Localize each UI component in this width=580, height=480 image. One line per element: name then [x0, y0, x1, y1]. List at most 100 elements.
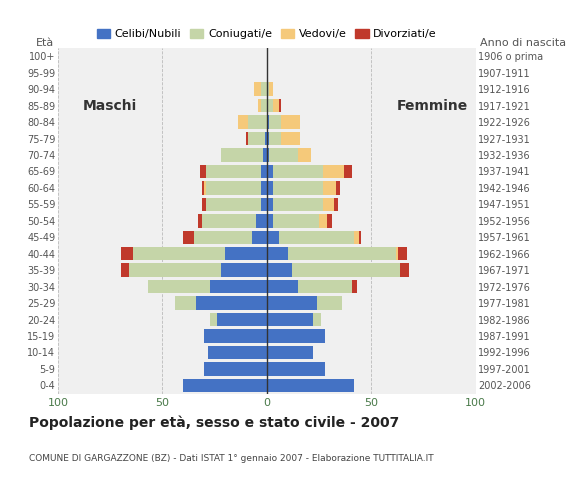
Bar	[323, 165, 344, 178]
Bar	[267, 280, 298, 293]
Bar	[344, 165, 353, 178]
Bar	[273, 181, 323, 194]
Bar	[204, 329, 267, 343]
Bar	[208, 346, 267, 359]
Bar	[248, 115, 267, 129]
Bar	[280, 99, 281, 112]
Bar	[260, 181, 267, 194]
Bar	[204, 181, 206, 194]
Bar	[273, 99, 280, 112]
Bar	[267, 132, 269, 145]
Bar	[256, 214, 267, 228]
Bar	[267, 362, 325, 376]
Bar	[260, 165, 267, 178]
Bar	[281, 115, 300, 129]
Bar	[202, 214, 256, 228]
Bar	[267, 329, 325, 343]
Bar	[267, 198, 273, 211]
Bar	[298, 148, 311, 162]
Bar	[206, 198, 260, 211]
Bar	[267, 346, 313, 359]
Bar	[327, 214, 332, 228]
Text: Popolazione per età, sesso e stato civile - 2007: Popolazione per età, sesso e stato civil…	[29, 416, 399, 430]
Bar	[121, 264, 129, 277]
Text: Età: Età	[35, 38, 54, 48]
Bar	[260, 83, 267, 96]
Bar	[317, 296, 342, 310]
Bar	[398, 247, 407, 261]
Bar	[334, 198, 338, 211]
Bar	[246, 132, 248, 145]
Bar	[288, 247, 396, 261]
Bar	[148, 280, 211, 293]
Bar	[269, 115, 281, 129]
Bar	[269, 83, 273, 96]
Bar	[273, 198, 323, 211]
Bar	[225, 247, 267, 261]
Bar	[267, 230, 280, 244]
Bar	[298, 280, 353, 293]
Bar	[194, 230, 252, 244]
Bar	[323, 198, 333, 211]
Bar	[217, 313, 267, 326]
Bar	[281, 132, 300, 145]
Bar	[396, 247, 398, 261]
Bar	[252, 230, 267, 244]
Bar	[211, 280, 267, 293]
Bar	[183, 379, 267, 392]
Bar	[267, 247, 288, 261]
Bar	[313, 313, 321, 326]
Bar	[267, 165, 273, 178]
Bar	[353, 280, 357, 293]
Bar	[121, 247, 133, 261]
Bar	[267, 99, 273, 112]
Bar	[175, 296, 196, 310]
Bar	[254, 83, 260, 96]
Bar	[292, 264, 400, 277]
Bar	[280, 230, 354, 244]
Bar	[273, 165, 323, 178]
Bar	[267, 264, 292, 277]
Bar	[260, 99, 267, 112]
Legend: Celibi/Nubili, Coniugati/e, Vedovi/e, Divorziati/e: Celibi/Nubili, Coniugati/e, Vedovi/e, Di…	[92, 24, 441, 44]
Bar	[358, 230, 361, 244]
Bar	[259, 99, 260, 112]
Bar	[264, 132, 267, 145]
Bar	[267, 313, 313, 326]
Bar	[202, 198, 206, 211]
Bar	[267, 296, 317, 310]
Bar	[336, 181, 340, 194]
Text: Femmine: Femmine	[396, 98, 467, 113]
Bar	[267, 148, 269, 162]
Bar	[211, 313, 217, 326]
Bar	[206, 181, 260, 194]
Bar	[221, 148, 263, 162]
Bar	[269, 132, 281, 145]
Bar	[319, 214, 327, 228]
Bar	[183, 230, 194, 244]
Text: Maschi: Maschi	[83, 98, 137, 113]
Bar	[269, 148, 298, 162]
Bar	[129, 264, 221, 277]
Bar	[221, 264, 267, 277]
Bar	[323, 181, 336, 194]
Bar	[133, 247, 225, 261]
Bar	[354, 230, 358, 244]
Bar	[202, 181, 204, 194]
Bar	[238, 115, 248, 129]
Bar	[273, 214, 319, 228]
Bar	[267, 181, 273, 194]
Bar	[400, 264, 409, 277]
Text: COMUNE DI GARGAZZONE (BZ) - Dati ISTAT 1° gennaio 2007 - Elaborazione TUTTITALIA: COMUNE DI GARGAZZONE (BZ) - Dati ISTAT 1…	[29, 454, 434, 463]
Bar	[267, 83, 269, 96]
Bar	[267, 214, 273, 228]
Bar	[200, 165, 206, 178]
Bar	[263, 148, 267, 162]
Bar	[196, 296, 267, 310]
Bar	[267, 379, 354, 392]
Bar	[260, 198, 267, 211]
Bar	[206, 165, 260, 178]
Bar	[198, 214, 202, 228]
Bar	[248, 132, 264, 145]
Bar	[204, 362, 267, 376]
